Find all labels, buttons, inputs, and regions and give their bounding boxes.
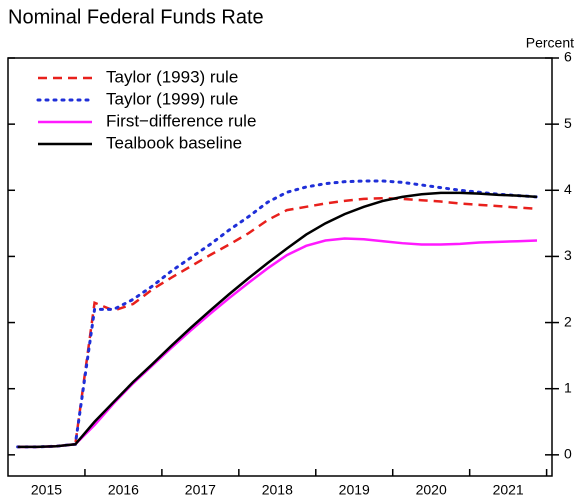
legend-label: First−difference rule [106,111,256,130]
x-tick-label: 2019 [339,482,370,498]
series-line [17,196,538,449]
y-tick-label: 5 [564,115,572,131]
plot-frame [7,57,553,477]
legend-label: Taylor (1993) rule [106,67,238,86]
x-tick-label: 2016 [108,482,139,498]
series-line [17,237,538,449]
y-tick-label: 4 [564,181,572,197]
y-tick-label: 6 [564,49,572,65]
legend-label: Taylor (1999) rule [106,89,238,108]
chart-title: Nominal Federal Funds Rate [8,6,264,28]
series-line [16,179,539,449]
x-tick-label: 2020 [416,482,447,498]
y-tick-label: 1 [564,379,572,395]
y-tick-label: 3 [564,247,572,263]
y-tick-label: 0 [564,446,572,462]
x-tick-label: 2017 [185,482,216,498]
y-axis-label: Percent [526,35,574,51]
series-line [17,191,538,449]
y-tick-label: 2 [564,313,572,329]
x-tick-label: 2021 [493,482,524,498]
x-tick-label: 2015 [31,482,62,498]
x-tick-label: 2018 [262,482,293,498]
legend-label: Tealbook baseline [106,133,242,152]
